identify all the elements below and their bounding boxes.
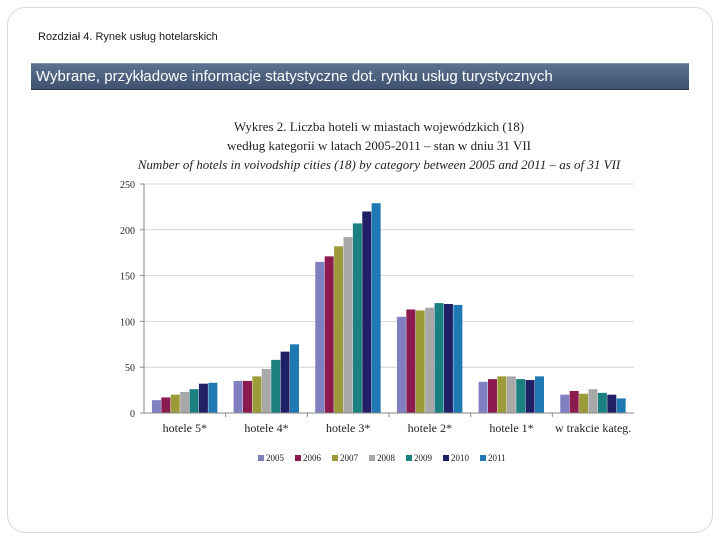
bar: [506, 376, 516, 413]
bar: [478, 381, 488, 413]
bar: [516, 379, 526, 413]
bar: [161, 397, 171, 413]
bar: [208, 382, 218, 413]
legend-swatch: [295, 455, 301, 461]
legend-label: 2008: [377, 453, 396, 463]
bar: [443, 303, 453, 413]
y-tick-label: 100: [120, 317, 135, 328]
legend-swatch: [406, 455, 412, 461]
bar: [579, 393, 589, 413]
bar: [343, 237, 353, 413]
bar: [597, 392, 607, 413]
bar: [189, 389, 199, 413]
bar: [151, 400, 161, 413]
bar: [243, 380, 252, 413]
bar: [569, 391, 579, 413]
bar: [415, 310, 425, 413]
bar: [425, 307, 435, 413]
legend-label: 2010: [451, 453, 470, 463]
chart-subtitle-en: Number of hotels in voivodship cities (1…: [137, 157, 621, 172]
legend-label: 2005: [266, 453, 285, 463]
bar: [616, 398, 626, 413]
bar: [525, 380, 535, 413]
grid: [144, 183, 634, 368]
bar: [535, 376, 544, 413]
bar: [324, 256, 334, 413]
y-tick-label: 150: [120, 272, 135, 283]
bar: [406, 309, 416, 413]
bar: [180, 391, 190, 413]
x-tick-label: hotele 4*: [244, 421, 288, 435]
bar: [434, 303, 444, 413]
bar: [362, 211, 372, 413]
chapter-title: Rozdział 4. Rynek usług hotelarskich: [38, 31, 218, 43]
bar: [315, 261, 325, 413]
x-tick-label: hotele 5*: [163, 421, 207, 435]
legend-label: 2009: [414, 453, 433, 463]
legend: 2005 2006 2007 2008 2009 2010 2011: [258, 453, 506, 463]
y-tick-label: 250: [120, 180, 135, 191]
bar: [170, 394, 180, 413]
bars: [151, 203, 626, 413]
legend-swatch: [443, 455, 449, 461]
bar: [396, 316, 406, 413]
legend-swatch: [480, 455, 486, 461]
bar: [497, 376, 507, 413]
bar: [252, 376, 262, 413]
y-tick-label: 0: [130, 409, 135, 420]
bar: [453, 304, 463, 413]
bar: [352, 223, 362, 413]
bar: [588, 389, 598, 413]
legend-label: 2007: [340, 453, 359, 463]
section-banner: Wybrane, przykładowe informacje statysty…: [31, 63, 689, 90]
bar: [334, 246, 344, 413]
bar: [607, 394, 617, 413]
bar: [198, 383, 208, 413]
bar: [560, 394, 570, 413]
legend-swatch: [332, 455, 338, 461]
legend-label: 2006: [303, 453, 322, 463]
chart-subtitle: według kategorii w latach 2005-2011 – st…: [227, 138, 531, 153]
bar: [280, 351, 290, 413]
x-tick-label: hotele 3*: [326, 421, 370, 435]
x-tick-label: hotele 2*: [408, 421, 452, 435]
legend-swatch: [369, 455, 375, 461]
axes: 0 50 100 150 200 250 hotele 5* hotele 4* hotele …: [120, 180, 634, 435]
bar: [271, 359, 281, 413]
bar: [261, 369, 271, 413]
bar: [233, 380, 243, 413]
bar: [290, 344, 299, 413]
y-tick-label: 50: [125, 363, 135, 374]
chart-title: Wykres 2. Liczba hoteli w miastach wojew…: [234, 119, 524, 134]
bar: [371, 203, 381, 413]
x-tick-label: hotele 1*: [489, 421, 533, 435]
x-tick-label: w trakcie kateg.: [555, 421, 631, 435]
legend-swatch: [258, 455, 264, 461]
y-tick-label: 200: [120, 226, 135, 237]
legend-label: 2011: [488, 453, 506, 463]
bar: [488, 379, 497, 413]
